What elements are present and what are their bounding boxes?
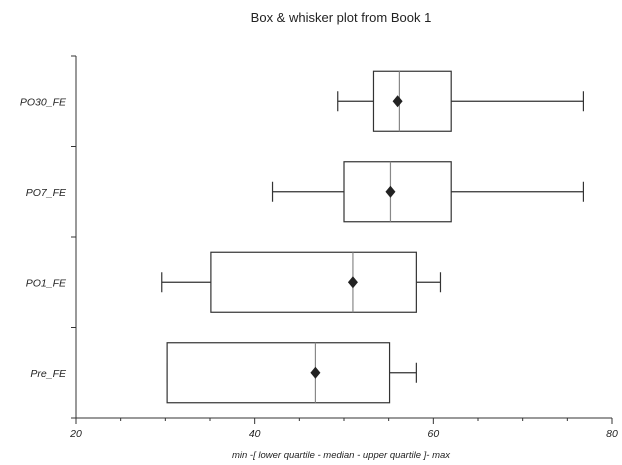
category-label: PO30_FE bbox=[20, 96, 67, 108]
x-tick-label: 60 bbox=[427, 428, 439, 440]
x-axis-label: min -[ lower quartile - median - upper q… bbox=[232, 450, 451, 461]
x-tick-label: 80 bbox=[606, 428, 618, 440]
quartile-box bbox=[372, 70, 452, 132]
chart-title: Box & whisker plot from Book 1 bbox=[251, 10, 432, 25]
plot-area: 20 40 60 80 PO30_FE PO7_FE PO1_FE Pre_FE bbox=[20, 55, 618, 440]
category-label: PO1_FE bbox=[26, 277, 67, 289]
quartile-box bbox=[166, 342, 391, 404]
mean-marker bbox=[392, 95, 403, 108]
x-tick-label: 20 bbox=[69, 428, 82, 440]
quartile-box bbox=[343, 161, 452, 223]
mean-marker bbox=[347, 276, 358, 289]
mean-marker bbox=[310, 366, 321, 379]
category-label: Pre_FE bbox=[30, 368, 67, 380]
category-label: PO7_FE bbox=[26, 187, 67, 199]
box-PO30_FE bbox=[337, 70, 585, 132]
box-PO1_FE bbox=[161, 251, 442, 313]
box-Pre_FE bbox=[166, 342, 417, 404]
x-tick-label: 40 bbox=[249, 428, 261, 440]
quartile-box bbox=[210, 251, 417, 313]
box-PO7_FE bbox=[271, 161, 585, 223]
mean-marker bbox=[385, 185, 396, 198]
